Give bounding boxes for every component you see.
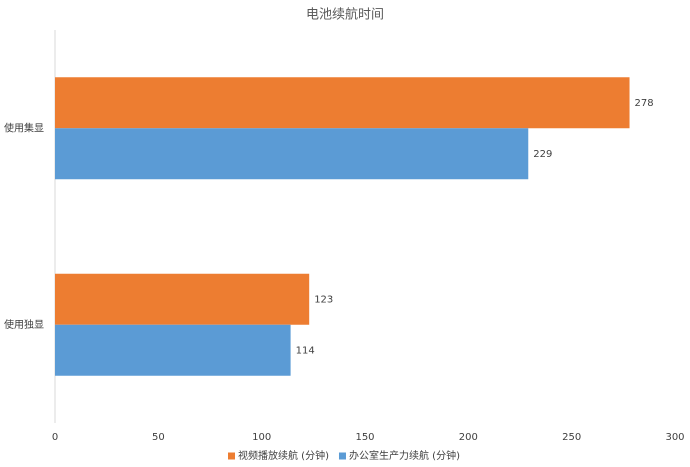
x-tick-label: 50 bbox=[152, 432, 165, 443]
bar bbox=[55, 128, 529, 180]
bar bbox=[55, 77, 630, 129]
y-tick-label: 使用集显 bbox=[4, 121, 44, 134]
chart-title: 电池续航时间 bbox=[306, 7, 384, 23]
x-tick-label: 200 bbox=[459, 432, 478, 443]
x-tick-label: 250 bbox=[562, 432, 581, 443]
x-tick-label: 100 bbox=[252, 432, 271, 443]
bar bbox=[55, 273, 310, 325]
legend-label: 视频播放续航 (分钟) bbox=[238, 449, 329, 462]
value-label: 123 bbox=[314, 294, 333, 305]
legend-swatch bbox=[338, 452, 346, 460]
legend-label: 办公室生产力续航 (分钟) bbox=[349, 449, 460, 462]
bar bbox=[55, 324, 291, 376]
value-label: 229 bbox=[533, 149, 552, 160]
legend-swatch bbox=[228, 452, 235, 460]
x-tick-label: 150 bbox=[355, 432, 374, 443]
x-tick-label: 0 bbox=[52, 432, 58, 443]
value-label: 278 bbox=[635, 98, 654, 109]
y-tick-label: 使用独显 bbox=[4, 318, 44, 331]
value-label: 114 bbox=[296, 345, 315, 356]
x-tick-label: 300 bbox=[665, 432, 684, 443]
